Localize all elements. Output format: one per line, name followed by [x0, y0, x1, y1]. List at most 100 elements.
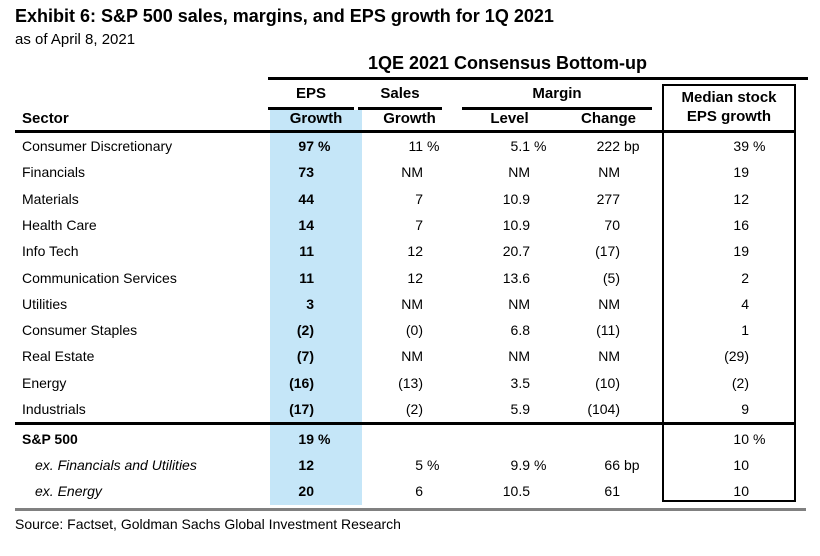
sector-label: Industrials [22, 401, 86, 417]
margin-level-unit [530, 238, 562, 264]
margin-change-cell: (10) [562, 370, 655, 396]
sales-growth-unit [423, 343, 457, 369]
eps-growth-value: 20 [298, 483, 314, 500]
margin-change-value: NM [598, 348, 620, 365]
eps-growth-value: 12 [298, 456, 314, 473]
sales-growth-value: (2) [405, 401, 423, 417]
margin-level-value: 13.6 [502, 269, 530, 286]
sales-growth-unit [423, 370, 457, 396]
sector-label: ex. Energy [35, 483, 102, 500]
margin-change-value: 222 [596, 138, 620, 154]
column-header-margin-level: Level [490, 110, 529, 127]
margin-change-value: (11) [596, 322, 620, 339]
median-eps-cell: 2 [663, 265, 796, 291]
sales-growth-cell: 11% [362, 133, 457, 159]
summary-divider-rule [15, 422, 796, 425]
sales-growth-value: NM [401, 164, 423, 181]
margin-level-unit [530, 478, 562, 504]
margin-level-unit [530, 291, 562, 317]
eps-growth-unit [314, 478, 362, 504]
sales-growth-cell: 12 [362, 238, 457, 264]
margin-change-unit [620, 265, 655, 291]
margin-change-unit [620, 238, 655, 264]
sales-growth-cell: (0) [362, 317, 457, 343]
eps-growth-value: 14 [298, 216, 314, 233]
eps-growth-unit [314, 396, 362, 422]
margin-change-unit [620, 186, 655, 212]
median-eps-value: (2) [731, 374, 749, 391]
margin-level-cell: 5.9 [457, 396, 562, 422]
column-gap [655, 370, 663, 396]
margin-change-value: NM [598, 164, 620, 181]
median-eps-value: 9 [741, 401, 749, 417]
median-header-line1: Median stock [681, 89, 777, 106]
margin-level-cell: 3.5 [457, 370, 562, 396]
sales-growth-value: 12 [407, 269, 423, 286]
sector-label: Real Estate [22, 348, 95, 365]
eps-growth-cell: 20 [270, 478, 362, 504]
column-header-eps-growth: Growth [289, 110, 343, 127]
sector-label: S&P 500 [22, 430, 78, 447]
column-gap [655, 159, 663, 185]
eps-growth-cell: 19% [270, 426, 362, 452]
median-eps-unit [749, 291, 796, 317]
median-eps-value: 39 [733, 138, 749, 154]
eps-growth-value: 97 [298, 138, 314, 154]
margin-change-unit [620, 291, 655, 317]
margin-level-unit [530, 396, 562, 422]
eps-growth-value: 11 [299, 269, 314, 286]
median-eps-unit [749, 265, 796, 291]
median-eps-unit [749, 159, 796, 185]
eps-growth-unit [314, 452, 362, 478]
margin-level-value: 10.9 [502, 216, 530, 233]
margin-change-cell: NM [562, 159, 655, 185]
table-row: Financials 73 NM NM NM 19 [15, 159, 796, 185]
table-row: Energy (16) (13) 3.5 (10) (2) [15, 370, 796, 396]
eps-growth-cell: 14 [270, 212, 362, 238]
sales-growth-value: NM [401, 348, 423, 365]
column-gap [655, 396, 663, 422]
margin-change-value [562, 426, 620, 452]
margin-change-cell: 66 bp [562, 452, 655, 478]
sales-growth-cell: 7 [362, 212, 457, 238]
column-gap [655, 265, 663, 291]
column-gap [655, 452, 663, 478]
margin-level-unit [530, 186, 562, 212]
median-eps-cell: 4 [663, 291, 796, 317]
sales-growth-unit [423, 159, 457, 185]
sales-growth-unit [423, 396, 457, 422]
sales-growth-cell: 12 [362, 265, 457, 291]
margin-change-value: 277 [596, 190, 620, 207]
eps-growth-value: (16) [289, 374, 314, 391]
margin-change-unit [620, 343, 655, 369]
sales-growth-value: (13) [398, 374, 423, 391]
margin-level-unit: % [534, 456, 547, 473]
sales-growth-cell [362, 426, 457, 452]
margin-change-value: (104) [587, 401, 620, 417]
sales-growth-cell: NM [362, 291, 457, 317]
sales-growth-unit [423, 426, 457, 452]
margin-change-unit: bp [624, 456, 640, 473]
sector-label: ex. Financials and Utilities [35, 456, 197, 473]
table-row: Consumer Staples (2) (0) 6.8 (11) 1 [15, 317, 796, 343]
sales-growth-unit [423, 186, 457, 212]
margin-change-cell: (17) [562, 238, 655, 264]
sector-label: Consumer Discretionary [22, 138, 173, 154]
margin-change-value: NM [598, 295, 620, 312]
margin-level-value [457, 426, 530, 452]
header-divider-rule [15, 130, 796, 133]
table-row: Materials 44 7 10.9 277 12 [15, 186, 796, 212]
median-eps-cell: 19 [663, 159, 796, 185]
margin-level-value: 20.7 [502, 243, 530, 260]
margin-level-value: 3.5 [510, 374, 530, 391]
spanner-underline [268, 77, 808, 80]
sales-growth-unit [423, 265, 457, 291]
margin-change-cell: NM [562, 291, 655, 317]
margin-level-cell: 13.6 [457, 265, 562, 291]
margin-level-value: 10.5 [502, 483, 530, 500]
eps-growth-value: (7) [296, 348, 314, 365]
margin-change-cell: 222 bp [562, 133, 655, 159]
table-row: Industrials (17) (2) 5.9 (104) 9 [15, 396, 796, 422]
median-eps-value: 10 [733, 430, 749, 447]
eps-growth-cell: 73 [270, 159, 362, 185]
